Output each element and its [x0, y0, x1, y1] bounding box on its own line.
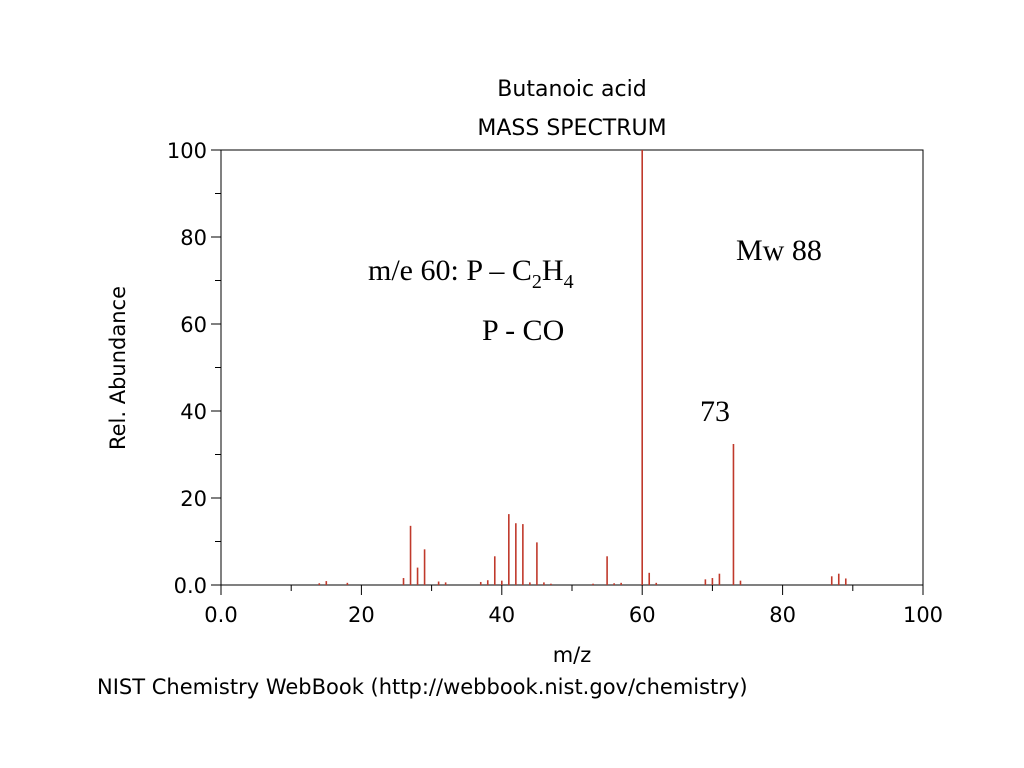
spectrum-peaks — [318, 150, 847, 585]
y-tick-label: 40 — [180, 400, 207, 424]
y-tick-labels: 0.0 20 40 60 80 100 — [167, 139, 207, 598]
axis-ticks — [211, 149, 924, 595]
annotation-m60-mid: H — [542, 254, 564, 287]
y-tick-label: 0.0 — [174, 574, 207, 598]
annotation-p-co: P - CO — [482, 314, 564, 347]
x-tick-label: 20 — [348, 603, 375, 627]
y-tick-label: 20 — [180, 487, 207, 511]
source-credit: NIST Chemistry WebBook (http://webbook.n… — [97, 675, 748, 699]
x-tick-label: 100 — [903, 603, 943, 627]
y-tick-label: 100 — [167, 139, 207, 163]
x-tick-label: 60 — [629, 603, 656, 627]
y-axis-label: Rel. Abundance — [106, 286, 130, 450]
x-tick-label: 0.0 — [204, 603, 237, 627]
plot-frame — [220, 149, 924, 586]
annotation-m60-sub1: 2 — [532, 271, 542, 293]
annotation-m60: m/e 60: P – C2H4 — [368, 254, 574, 293]
x-axis-label: m/z — [553, 643, 592, 667]
x-tick-labels: 0.0 20 40 60 80 100 — [204, 603, 943, 627]
x-tick-label: 80 — [769, 603, 796, 627]
annotation-m60-sub2: 4 — [564, 271, 574, 293]
y-tick-label: 60 — [180, 313, 207, 337]
annotation-peak-73: 73 — [700, 395, 730, 428]
annotation-mw: Mw 88 — [736, 234, 822, 267]
annotation-m60-prefix: m/e 60: P – C — [368, 254, 532, 287]
chart-subtitle: MASS SPECTRUM — [477, 116, 666, 141]
y-tick-label: 80 — [180, 226, 207, 250]
chart-title: Butanoic acid — [497, 77, 646, 102]
x-tick-label: 40 — [488, 603, 515, 627]
